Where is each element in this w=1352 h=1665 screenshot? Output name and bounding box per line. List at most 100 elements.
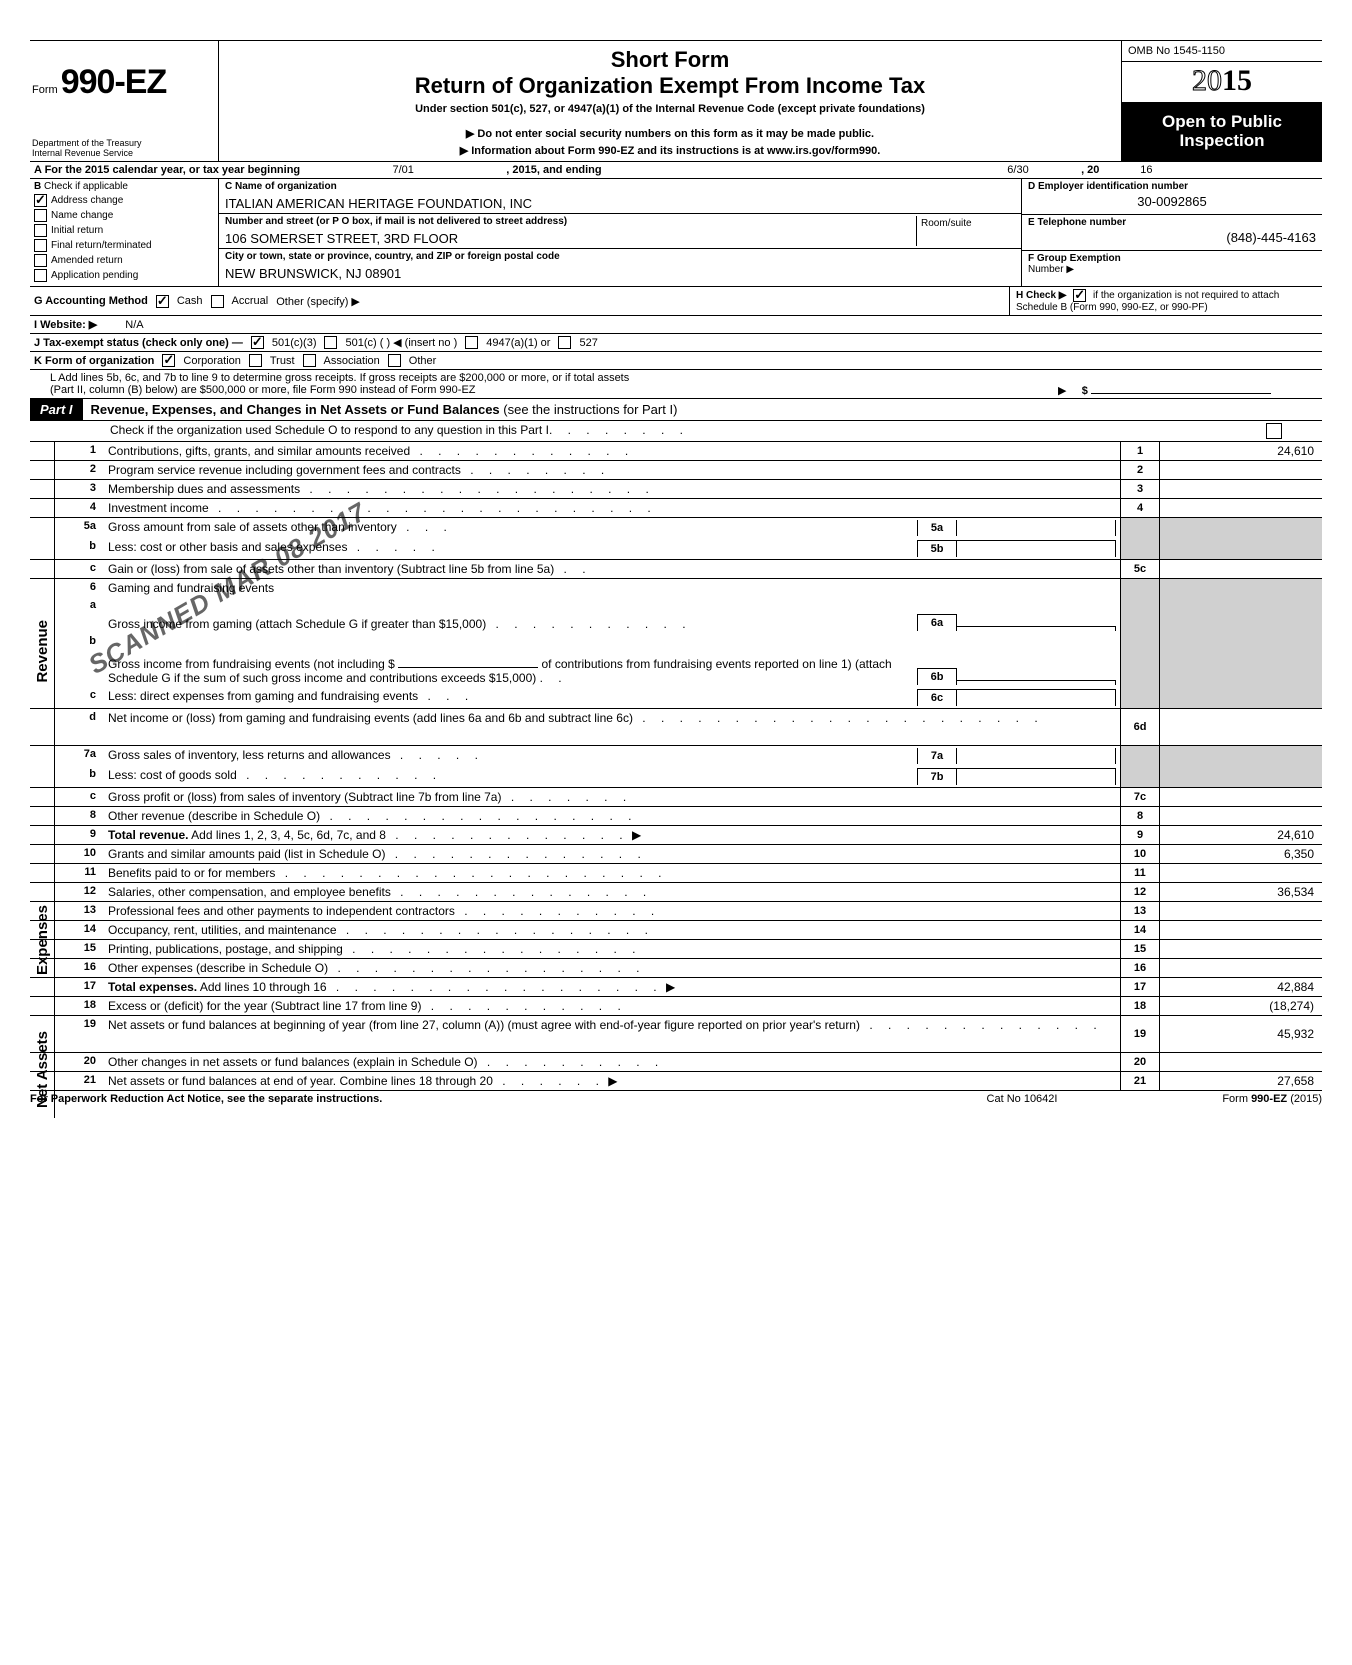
ein: 30-0092865 (1028, 194, 1316, 209)
a-end: 6/30 (958, 164, 1078, 176)
telephone: (848)-445-4163 (1028, 230, 1316, 245)
c-city-label: City or town, state or province, country… (225, 251, 1015, 262)
line-21-value: 27,658 (1159, 1072, 1322, 1090)
line-1-value: 24,610 (1159, 442, 1322, 460)
checkbox-icon[interactable] (303, 354, 316, 367)
line-7c: c Gross profit or (loss) from sales of i… (30, 787, 1322, 807)
checkbox-icon (34, 239, 47, 252)
row-f: F Group Exemption Number ▶ (1022, 251, 1322, 286)
part1-header: Part I Revenue, Expenses, and Changes in… (30, 399, 1322, 421)
line-3: 3 Membership dues and assessments . . . … (30, 480, 1322, 499)
line-12-value: 36,534 (1159, 883, 1322, 901)
row-a: A For the 2015 calendar year, or tax yea… (30, 162, 1322, 179)
website: N/A (125, 319, 143, 331)
checkbox-icon[interactable] (324, 336, 337, 349)
checkbox-icon[interactable] (156, 295, 169, 308)
g-label: G Accounting Method (34, 295, 148, 307)
org-street: 106 SOMERSET STREET, 3RD FLOOR (225, 231, 916, 246)
line-18: 18 Excess or (deficit) for the year (Sub… (30, 997, 1322, 1016)
line-5a: 5a Gross amount from sale of assets othe… (30, 518, 1322, 538)
line-9: 9 Total revenue. Add lines 1, 2, 3, 4, 5… (30, 826, 1322, 845)
checkbox-icon (34, 254, 47, 267)
line-6a: a Gross income from gaming (attach Sched… (30, 597, 1322, 633)
line-18-value: (18,274) (1159, 997, 1322, 1015)
header-right: OMB No 1545-1150 2015 Open to Public Ins… (1121, 41, 1322, 161)
row-k: K Form of organization Corporation Trust… (30, 352, 1322, 370)
cat-no: Cat No 10642I (922, 1093, 1122, 1105)
return-title: Return of Organization Exempt From Incom… (227, 73, 1113, 99)
checkbox-icon[interactable] (1073, 289, 1086, 302)
line-19-value: 45,932 (1159, 1016, 1322, 1052)
a-text: A For the 2015 calendar year, or tax yea… (34, 164, 300, 176)
open-to-public: Open to Public Inspection (1122, 102, 1322, 161)
row-l: L Add lines 5b, 6c, and 7b to line 9 to … (30, 370, 1322, 399)
line-14: 14 Occupancy, rent, utilities, and maint… (30, 921, 1322, 940)
paperwork-notice: For Paperwork Reduction Act Notice, see … (30, 1093, 922, 1105)
line-15: 15 Printing, publications, postage, and … (30, 940, 1322, 959)
checkbox-icon (34, 194, 47, 207)
line-8: 8 Other revenue (describe in Schedule O)… (30, 807, 1322, 826)
checkbox-icon (34, 209, 47, 222)
checkbox-icon[interactable] (249, 354, 262, 367)
room-suite: Room/suite (916, 216, 1015, 246)
line-7a: 7a Gross sales of inventory, less return… (30, 746, 1322, 766)
chk-amended-return[interactable]: Amended return (34, 254, 214, 267)
netassets-section-label: Net Assets (30, 1020, 55, 1118)
chk-name-change[interactable]: Name change (34, 209, 214, 222)
row-i: I Website: ▶ N/A (30, 316, 1322, 334)
chk-address-change[interactable]: Address change (34, 194, 214, 207)
line-6: 6 Gaming and fundraising events (30, 579, 1322, 597)
checkbox-icon[interactable] (1266, 423, 1282, 439)
checkbox-icon[interactable] (388, 354, 401, 367)
org-city: NEW BRUNSWICK, NJ 08901 (225, 266, 1015, 281)
line-21: 21 Net assets or fund balances at end of… (30, 1072, 1322, 1090)
checkbox-icon[interactable] (162, 354, 175, 367)
part1-badge: Part I (30, 399, 83, 420)
checkbox-icon (34, 269, 47, 282)
header-left: Form 990-EZ Department of the Treasury I… (30, 41, 219, 161)
omb-number: OMB No 1545-1150 (1122, 41, 1322, 62)
form-header: Form 990-EZ Department of the Treasury I… (30, 40, 1322, 162)
line-19: 19 Net assets or fund balances at beginn… (30, 1016, 1322, 1053)
form-number: 990-EZ (61, 63, 167, 101)
line-4: 4 Investment income . . . . . . . . . . … (30, 499, 1322, 518)
page-footer: For Paperwork Reduction Act Notice, see … (30, 1091, 1322, 1105)
under-section: Under section 501(c), 527, or 4947(a)(1)… (227, 103, 1113, 115)
line-17: 17 Total expenses. Add lines 10 through … (30, 978, 1322, 997)
expenses-section-label: Expenses (30, 860, 55, 1020)
line-9-value: 24,610 (1159, 826, 1322, 844)
line-6b: b Gross income from fundraising events (… (30, 633, 1322, 687)
block-b-f: B Check if applicable Address change Nam… (30, 179, 1322, 287)
checkbox-icon (34, 224, 47, 237)
line-11: 11 Benefits paid to or for members . . .… (30, 864, 1322, 883)
checkbox-icon[interactable] (211, 295, 224, 308)
org-name: ITALIAN AMERICAN HERITAGE FOUNDATION, IN… (225, 196, 1015, 211)
line-12: 12 Salaries, other compensation, and emp… (30, 883, 1322, 902)
form-ref: Form 990-EZ (2015) (1122, 1093, 1322, 1105)
chk-initial-return[interactable]: Initial return (34, 224, 214, 237)
chk-application-pending[interactable]: Application pending (34, 269, 214, 282)
line-2: 2 Program service revenue including gove… (30, 461, 1322, 480)
checkbox-icon[interactable] (465, 336, 478, 349)
tax-year: 2015 (1122, 62, 1322, 102)
col-b: B Check if applicable Address change Nam… (30, 179, 219, 286)
dept-treasury: Department of the Treasury Internal Reve… (32, 139, 142, 159)
revenue-section-label: Revenue (30, 442, 55, 860)
check-schedule-o: Check if the organization used Schedule … (30, 421, 1322, 442)
form-prefix: Form (32, 84, 58, 96)
line-5b: b Less: cost or other basis and sales ex… (30, 538, 1322, 559)
line-13: 13 Professional fees and other payments … (30, 902, 1322, 921)
short-form-title: Short Form (227, 47, 1113, 73)
checkbox-icon[interactable] (558, 336, 571, 349)
line-20: 20 Other changes in net assets or fund b… (30, 1053, 1322, 1072)
line-16: 16 Other expenses (describe in Schedule … (30, 959, 1322, 978)
row-h: H Check ▶ if the organization is not req… (1009, 287, 1322, 315)
chk-final-return[interactable]: Final return/terminated (34, 239, 214, 252)
ssn-warning: ▶ Do not enter social security numbers o… (227, 127, 1113, 140)
line-1: 1 Contributions, gifts, grants, and simi… (30, 442, 1322, 461)
header-mid: Short Form Return of Organization Exempt… (219, 41, 1121, 161)
checkbox-icon[interactable] (251, 336, 264, 349)
line-table: Revenue 1 Contributions, gifts, grants, … (30, 442, 1322, 1091)
line-10: 10 Grants and similar amounts paid (list… (30, 845, 1322, 864)
line-6d: d Net income or (loss) from gaming and f… (30, 708, 1322, 746)
